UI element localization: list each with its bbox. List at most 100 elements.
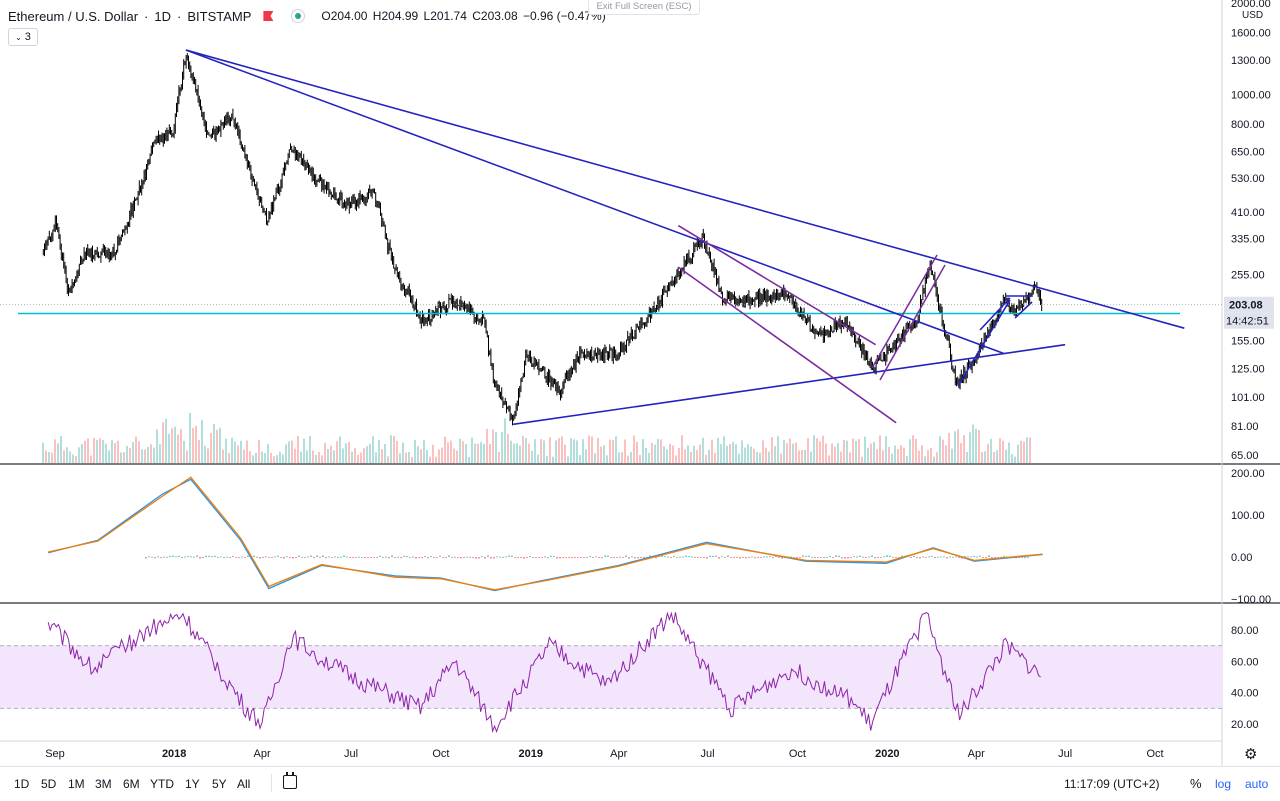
volume-bar [846, 440, 848, 463]
macd-bar [466, 556, 468, 558]
price-tick-label: 410.00 [1231, 207, 1265, 219]
macd-bar [322, 555, 324, 557]
chart-area[interactable]: 2000.00 1600.00 1300.00 1000.00 800.00 650.00… [0, 0, 1280, 766]
calendar-icon[interactable] [283, 772, 297, 789]
macd-bar [736, 557, 738, 559]
macd-bar [949, 556, 951, 558]
exit-fullscreen-button[interactable]: Exit Full Screen (ESC) [588, 0, 700, 15]
macd-bar [598, 557, 600, 559]
macd-bar [199, 557, 201, 559]
volume-bar [435, 456, 437, 463]
macd-bar [274, 556, 276, 558]
volume-bar [960, 443, 962, 463]
macd-bar [931, 555, 933, 557]
macd-bar [178, 555, 180, 557]
clock-label[interactable]: 11:17:09 (UTC+2) [1064, 777, 1160, 791]
volume-bar [300, 451, 302, 463]
range-button-1d[interactable]: 1D [14, 777, 30, 791]
trendline [979, 297, 1011, 331]
percent-scale-button[interactable]: % [1190, 776, 1202, 791]
macd-bar [361, 557, 363, 558]
volume-bar [393, 435, 395, 463]
volume-bar [534, 439, 536, 463]
volume-bar [951, 448, 953, 463]
macd-bar [268, 557, 270, 558]
time-tick-label: Apr [254, 748, 271, 760]
flag-icon[interactable] [263, 11, 274, 21]
macd-bar [718, 557, 720, 559]
volume-bar [417, 445, 419, 463]
volume-bar [699, 444, 701, 463]
macd-bar [175, 556, 177, 558]
volume-bar [354, 448, 356, 463]
volume-bar [228, 452, 230, 463]
price-tick-label: 2000.00 [1231, 0, 1271, 10]
macd-bar [412, 556, 414, 558]
volume-bar [588, 435, 590, 463]
range-button-5y[interactable]: 5Y [212, 777, 227, 791]
rsi-band [0, 645, 1222, 709]
macd-bar [1027, 556, 1029, 558]
volume-bar [582, 439, 584, 463]
log-scale-button[interactable]: log [1215, 777, 1232, 791]
volume-bar [459, 438, 461, 463]
macd-bar [766, 556, 768, 558]
macd-bar [730, 557, 732, 558]
interval-label[interactable]: 1D [154, 8, 172, 24]
volume-bar [735, 444, 737, 463]
macd-bar [331, 557, 333, 558]
volume-bar [585, 449, 587, 463]
macd-bar [385, 556, 387, 558]
range-button-1y[interactable]: 1Y [185, 777, 200, 791]
macd-bar [190, 556, 192, 558]
price-tick-label: 1600.00 [1231, 27, 1271, 39]
range-button-3m[interactable]: 3M [95, 777, 112, 791]
volume-bar [804, 449, 806, 463]
auto-scale-button[interactable]: auto [1245, 777, 1269, 791]
market-status-icon [291, 9, 306, 23]
volume-bar [45, 450, 47, 463]
volume-bar [402, 442, 404, 463]
macd-bar [625, 555, 627, 557]
macd-bar [586, 557, 588, 558]
chevron-down-icon: ⌄ [15, 32, 22, 42]
range-button-all[interactable]: All [237, 777, 251, 791]
range-button-5d[interactable]: 5D [41, 777, 57, 791]
volume-bar [549, 437, 551, 463]
macd-bar [559, 557, 561, 559]
volume-bar [147, 446, 149, 463]
indicators-collapse-button[interactable]: ⌄ 3 [8, 28, 38, 46]
volume-bar [927, 450, 929, 463]
volume-bar [165, 418, 167, 463]
volume-bar [531, 450, 533, 463]
macd-bar [226, 556, 228, 558]
volume-bar [984, 451, 986, 463]
range-button-6m[interactable]: 6M [123, 777, 140, 791]
volume-bar [234, 441, 236, 463]
macd-histogram [145, 555, 1029, 559]
range-button-1m[interactable]: 1M [68, 777, 85, 791]
price-tick-label: 530.00 [1231, 173, 1265, 185]
volume-bar [687, 445, 689, 463]
volume-bar [561, 436, 563, 463]
gear-icon[interactable]: ⚙ [1244, 746, 1258, 763]
macd-bar [334, 556, 336, 558]
macd-bar [865, 557, 867, 558]
range-button-ytd[interactable]: YTD [150, 777, 174, 791]
time-tick-label: Jul [701, 748, 715, 760]
symbol-title[interactable]: Ethereum / U.S. Dollar [8, 8, 139, 24]
macd-bar [403, 555, 405, 557]
high-label: H [372, 9, 382, 23]
macd-bar [148, 556, 150, 558]
volume-bar [678, 448, 680, 463]
macd-bar [556, 557, 558, 559]
macd-bar [304, 557, 306, 558]
macd-bar [487, 555, 489, 557]
macd-bar [496, 556, 498, 558]
volume-bar [669, 443, 671, 463]
volume-bar [288, 441, 290, 463]
price-tick-label: 65.00 [1231, 450, 1259, 462]
volume-bar [309, 435, 311, 463]
volume-bar [762, 440, 764, 463]
macd-bar [988, 555, 990, 557]
